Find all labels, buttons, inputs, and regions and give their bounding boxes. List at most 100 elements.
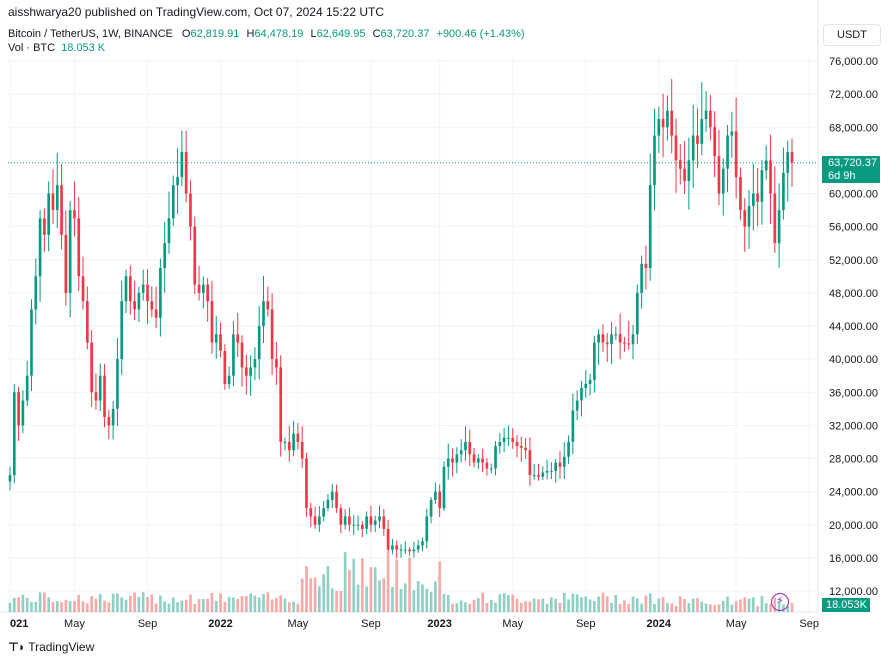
volume-bar (743, 597, 747, 612)
volume-bar (257, 597, 261, 612)
footer-brand-label: TradingView (28, 640, 95, 654)
volume-bar (343, 552, 347, 612)
lightning-icon[interactable]: ⚡ (771, 593, 789, 611)
y-tick-label: 56,000.00 (829, 222, 878, 234)
volume-bar (485, 603, 489, 612)
candle-body (700, 118, 704, 144)
candle-body (64, 234, 68, 293)
volume-bar (610, 602, 613, 612)
candle-body (21, 400, 25, 426)
candle-body (593, 342, 596, 380)
candle-body (214, 334, 218, 343)
candle-body (687, 160, 691, 182)
candle-body (515, 441, 519, 447)
volume-bar (34, 601, 38, 612)
candle-body (691, 135, 695, 161)
volume-bar (386, 552, 390, 612)
symbol-name: Bitcoin / TetherUS, 1W, BINANCE (8, 28, 173, 40)
candle-body (395, 545, 399, 550)
candle-body (305, 458, 308, 509)
volume-bar (661, 597, 665, 612)
candle-body (111, 408, 115, 426)
candle-body (244, 367, 248, 376)
candle-body (352, 524, 356, 526)
volume-bar (412, 590, 416, 612)
candle-body (429, 499, 433, 517)
candle-body (421, 541, 424, 546)
volume-bar (51, 601, 55, 612)
volume-bar (635, 598, 639, 612)
candle-body (567, 441, 570, 457)
volume-bar (730, 604, 734, 612)
low-label: L (310, 28, 317, 40)
volume-bar (73, 601, 76, 612)
x-tick-label: Sep (799, 618, 819, 630)
candle-body (94, 392, 98, 401)
y-tick-label: 76,000.00 (829, 56, 878, 68)
volume-bar (502, 593, 506, 612)
volume-bar (283, 598, 287, 612)
candle-body (734, 131, 738, 177)
candle-body (481, 458, 484, 463)
candle-body (678, 160, 682, 169)
y-tick-label: 16,000.00 (829, 553, 878, 565)
candle-body (43, 218, 46, 235)
x-tick-label: May (502, 618, 523, 630)
volume-bar (159, 595, 162, 612)
candle-body (601, 334, 605, 343)
volume-bar (434, 581, 437, 612)
candle-body (335, 491, 338, 509)
candle-body (330, 491, 334, 500)
volume-bar (223, 601, 227, 612)
footer-brand[interactable]: ⊤◗ TradingView (8, 640, 94, 654)
volume-bar (567, 599, 570, 612)
volume-bar (597, 596, 600, 612)
candle-body (283, 441, 287, 443)
currency-button[interactable]: USDT (823, 24, 881, 46)
candle-body (464, 441, 467, 451)
candle-body (537, 475, 540, 477)
high-value: 64,478.19 (254, 28, 304, 40)
candle-body (154, 309, 158, 318)
volume-bar (489, 600, 493, 612)
candle-body (683, 168, 686, 182)
volume-bar (429, 591, 433, 612)
candle-body (386, 528, 390, 550)
volume-bar (107, 602, 111, 612)
candle-body (790, 152, 794, 163)
candle-body (550, 470, 553, 472)
candle-body (580, 388, 583, 401)
candle-body (55, 185, 59, 211)
volume-bar (116, 593, 119, 612)
candle-body (498, 441, 502, 447)
volume-bar (537, 599, 540, 612)
candle-body (227, 375, 231, 384)
candle-body (206, 284, 209, 302)
candle-body (30, 309, 33, 376)
candle-body (519, 446, 523, 448)
volume-bar (12, 597, 16, 612)
volume-bar (227, 596, 231, 612)
volume-bar (86, 603, 89, 612)
volume-bar (494, 602, 497, 612)
candle-body (180, 152, 184, 177)
candle-body (103, 375, 106, 418)
candle-body (378, 516, 381, 521)
candle-body (545, 470, 549, 473)
volume-bar (55, 601, 59, 612)
volume-bar (300, 578, 304, 612)
volume-bar (275, 597, 278, 612)
volume-bar (326, 566, 330, 612)
candle-body (442, 466, 446, 509)
candle-body (171, 185, 175, 219)
candle-body (120, 301, 124, 360)
candle-body (721, 168, 725, 194)
candle-body (17, 392, 20, 426)
volume-bar (640, 603, 643, 612)
volume-bar (21, 594, 25, 612)
volume-bar (141, 592, 145, 612)
candle-body (223, 350, 227, 384)
candle-body (438, 491, 442, 509)
candle-body (618, 334, 622, 343)
